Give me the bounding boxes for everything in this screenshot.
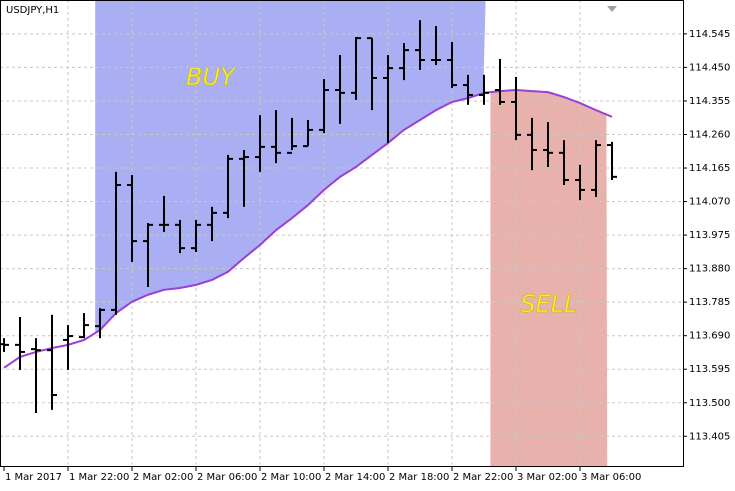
y-tick-label: 113.500 xyxy=(689,398,730,409)
y-tick-label: 113.880 xyxy=(689,264,730,275)
plot xyxy=(0,20,617,413)
x-tick-label: 2 Mar 10:00 xyxy=(261,472,321,483)
zone-label: BUY xyxy=(186,63,237,91)
zone-label: SELL xyxy=(520,290,577,318)
y-tick-label: 113.405 xyxy=(689,431,730,442)
y-tick-label: 114.355 xyxy=(689,96,730,107)
x-tick-label: 3 Mar 02:00 xyxy=(517,472,577,483)
y-tick-label: 114.545 xyxy=(689,29,730,40)
x-tick-label: 3 Mar 06:00 xyxy=(581,472,641,483)
x-tick-label: 1 Mar 2017 xyxy=(5,472,62,483)
y-tick-label: 113.690 xyxy=(689,331,730,342)
x-tick-label: 2 Mar 18:00 xyxy=(389,472,449,483)
chart-title: USDJPY,H1 xyxy=(6,5,59,16)
x-tick-label: 1 Mar 22:00 xyxy=(69,472,129,483)
zone xyxy=(490,90,608,467)
y-tick-label: 113.595 xyxy=(689,364,730,375)
y-tick-label: 113.785 xyxy=(689,297,730,308)
plot-frame xyxy=(0,0,684,467)
chart-shift-marker xyxy=(607,6,617,12)
x-tick-label: 2 Mar 22:00 xyxy=(453,472,513,483)
y-tick-label: 113.975 xyxy=(689,230,730,241)
x-tick-label: 2 Mar 06:00 xyxy=(197,472,257,483)
moving-average xyxy=(3,89,613,369)
y-tick-label: 114.070 xyxy=(689,197,730,208)
y-tick-label: 114.260 xyxy=(689,129,730,140)
x-tick-label: 2 Mar 02:00 xyxy=(133,472,193,483)
x-tick-label: 2 Mar 14:00 xyxy=(325,472,385,483)
y-tick-label: 114.450 xyxy=(689,62,730,73)
y-tick-label: 114.165 xyxy=(689,163,730,174)
